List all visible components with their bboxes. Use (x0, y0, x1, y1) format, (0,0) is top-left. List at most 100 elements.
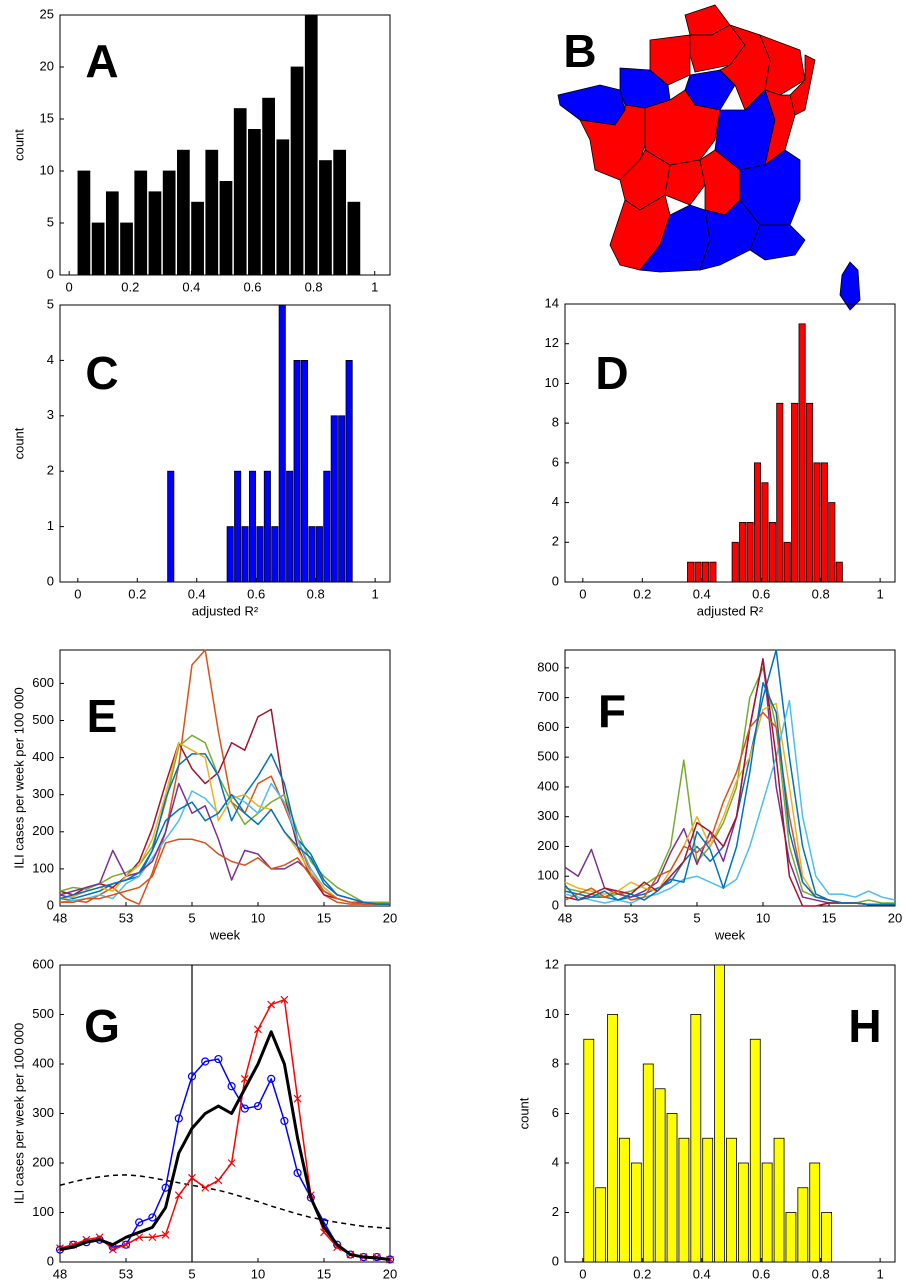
series-line (564, 699, 896, 904)
x-tick-label: 0.2 (633, 1266, 651, 1281)
y-tick-label: 500 (537, 749, 559, 764)
marker (240, 1104, 249, 1113)
y-tick-label: 300 (32, 1105, 54, 1120)
marker (201, 1183, 210, 1192)
x-tick-label: 15 (317, 910, 331, 925)
x-tick-label: 0 (579, 1266, 586, 1281)
bar (234, 470, 242, 583)
x-tick-label: 0.8 (307, 586, 325, 601)
y-tick-label: 500 (32, 1006, 54, 1021)
series-line (564, 681, 895, 906)
axes-box (564, 303, 896, 583)
bar (226, 526, 234, 583)
region (649, 34, 691, 86)
y-tick-label: 0 (552, 1253, 559, 1268)
bar (248, 128, 261, 276)
panel-label: E (87, 690, 118, 742)
y-tick-label: 0 (552, 897, 559, 912)
x-tick-label: 20 (888, 910, 902, 925)
bar (687, 561, 695, 583)
x-tick-label: 5 (188, 910, 195, 925)
x-tick-label: 0.2 (121, 279, 139, 294)
y-tick-label: 2 (47, 463, 54, 478)
x-tick-label: 20 (383, 1266, 397, 1281)
y-tick-label: 500 (32, 712, 54, 727)
x-tick-label: 0.4 (693, 1266, 711, 1281)
x-tick-label: 15 (822, 910, 836, 925)
y-tick-label: 12 (545, 956, 559, 971)
bar (791, 402, 799, 583)
bar (595, 1187, 607, 1263)
y-tick-label: 5 (47, 214, 54, 229)
panel-label: B (563, 25, 596, 77)
bar (241, 526, 249, 583)
bar (304, 14, 318, 276)
x-tick-label: 0.4 (188, 586, 206, 601)
bar (345, 359, 353, 583)
y-tick-label: 8 (552, 1055, 559, 1070)
axes-box (564, 649, 896, 907)
y-tick-label: 4 (552, 494, 559, 509)
series-line (59, 649, 390, 905)
marker (174, 1114, 183, 1123)
series-line (59, 793, 390, 905)
y-tick-label: 100 (32, 860, 54, 875)
marker (254, 1025, 262, 1034)
bar (278, 304, 286, 583)
bar (619, 1137, 630, 1263)
bar (642, 1063, 654, 1263)
bar (690, 1014, 702, 1263)
bar (290, 66, 304, 276)
bar (714, 964, 725, 1263)
y-axis-label: count (11, 129, 26, 161)
bar (761, 1162, 773, 1263)
y-tick-label: 600 (32, 675, 54, 690)
bar (753, 462, 762, 583)
marker (214, 1176, 223, 1185)
x-tick-label: 0.2 (633, 586, 651, 601)
y-axis-label: count (11, 427, 26, 459)
panel-label: H (848, 1000, 881, 1052)
series-line (59, 753, 390, 905)
marker (267, 1074, 276, 1083)
bar (219, 180, 233, 276)
bar (798, 323, 806, 583)
panel-label: G (84, 1000, 120, 1052)
y-tick-label: 10 (40, 162, 54, 177)
bar (293, 359, 301, 583)
bar (286, 470, 294, 583)
bar (323, 470, 331, 583)
y-axis-label: count (516, 1097, 531, 1129)
bar (731, 541, 739, 583)
bar (319, 160, 332, 276)
x-tick-label: 53 (119, 1266, 133, 1281)
x-tick-label: 10 (251, 910, 265, 925)
x-tick-label: 0.4 (182, 279, 200, 294)
series-line (59, 734, 390, 904)
marker (201, 1057, 210, 1066)
y-tick-label: 200 (32, 823, 54, 838)
x-tick-label: 0.4 (693, 586, 711, 601)
bar (134, 170, 148, 276)
x-tick-label: 53 (119, 910, 133, 925)
x-axis-label: week (209, 927, 241, 942)
y-tick-label: 20 (40, 58, 54, 73)
marker (187, 1072, 197, 1081)
x-tick-label: 0.6 (752, 1266, 770, 1281)
x-tick-label: 0.6 (752, 586, 770, 601)
x-tick-label: 0.6 (247, 586, 265, 601)
y-tick-label: 400 (32, 749, 54, 764)
x-tick-label: 0 (66, 279, 73, 294)
y-axis-label: ILI cases per week per 100 000 (11, 687, 26, 868)
bar (630, 1162, 642, 1263)
bar (694, 561, 702, 583)
series-line (59, 1030, 391, 1262)
bar (248, 470, 257, 583)
marker (240, 1074, 249, 1083)
marker (280, 995, 289, 1004)
bar (739, 522, 747, 583)
x-tick-label: 20 (383, 910, 397, 925)
y-tick-label: 200 (32, 1154, 54, 1169)
bar (162, 170, 176, 276)
